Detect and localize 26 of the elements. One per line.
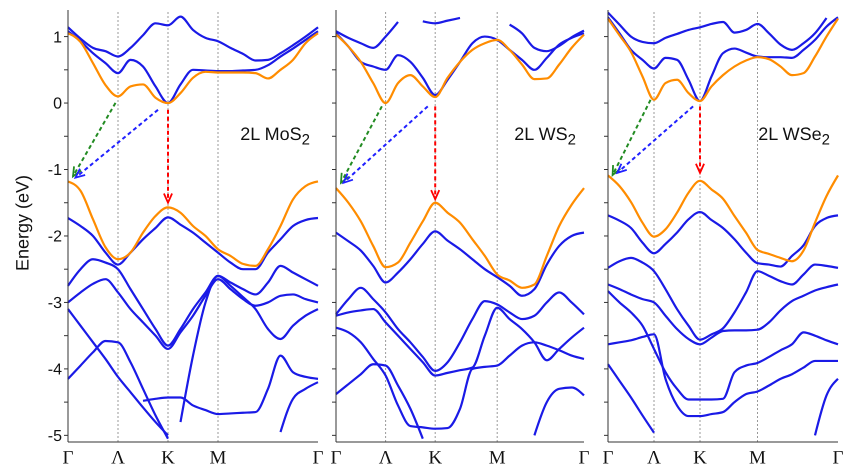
- x-tick-label: K: [428, 447, 442, 468]
- y-tick-label: -3: [48, 295, 62, 312]
- x-tick-label: Γ: [832, 447, 844, 468]
- x-tick-label: M: [210, 447, 227, 468]
- x-tick-label: Γ: [578, 447, 590, 468]
- x-tick-label: Γ: [62, 447, 74, 468]
- x-tick-label: Λ: [378, 447, 393, 468]
- x-tick-label: Λ: [647, 447, 662, 468]
- x-tick-label: K: [693, 447, 708, 468]
- y-tick-label: -4: [48, 362, 62, 379]
- y-tick-label: -5: [48, 428, 62, 446]
- annotation: 2L WS$_{2}$: [514, 124, 576, 149]
- y-tick-label: -2: [48, 228, 62, 246]
- y-tick-label: 0: [53, 96, 62, 113]
- y-axis-title: Energy (eV): [12, 174, 32, 271]
- x-tick-label: K: [161, 447, 176, 468]
- y-tick-label: -1: [48, 162, 62, 180]
- x-tick-label: M: [749, 447, 766, 468]
- y-tick-label: 1: [53, 29, 62, 46]
- x-tick-label: Λ: [111, 447, 126, 468]
- x-tick-label: Γ: [312, 447, 324, 468]
- annotation: 2L WSe$_{2}$: [758, 124, 830, 149]
- x-tick-label: Γ: [330, 447, 342, 468]
- x-tick-label: Γ: [602, 447, 614, 468]
- annotation: 2L MoS$_{2}$: [240, 124, 310, 149]
- x-tick-label: M: [488, 447, 506, 468]
